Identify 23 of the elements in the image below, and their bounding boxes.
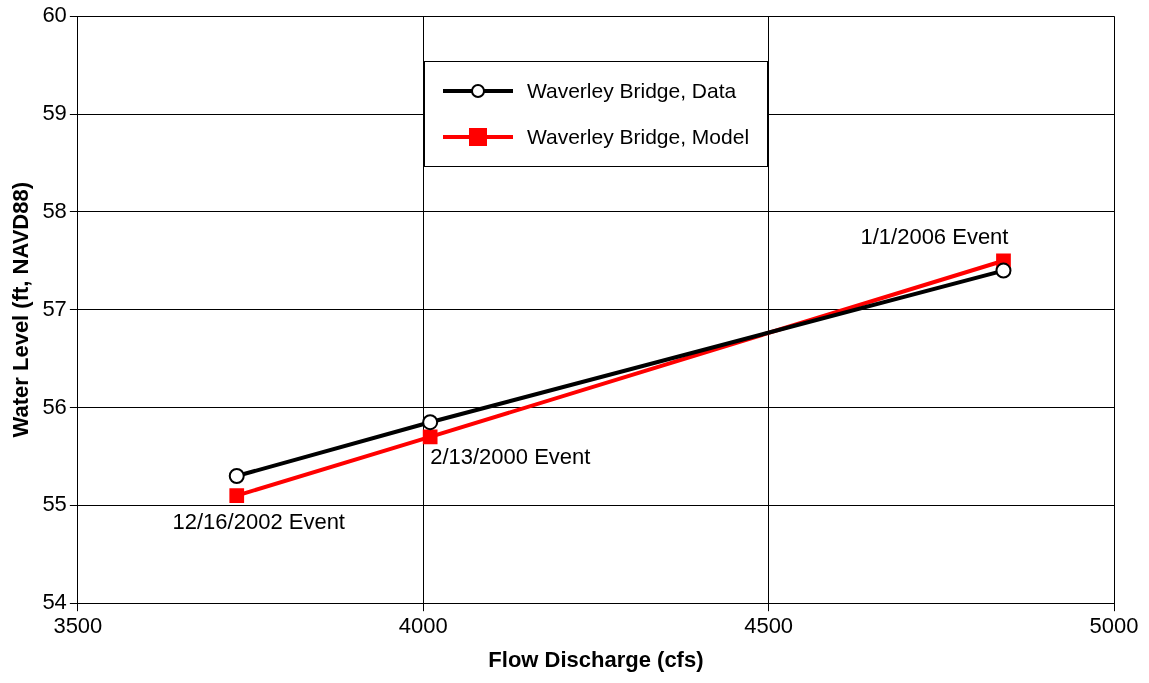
x-tick-label: 5000 xyxy=(1089,613,1139,639)
y-tick-label: 60 xyxy=(42,2,67,28)
y-tick-label: 55 xyxy=(42,491,67,517)
x-tick-label: 4000 xyxy=(398,613,448,639)
x-tick-label: 3500 xyxy=(53,613,103,639)
point xyxy=(228,468,245,485)
y-tick-label: 57 xyxy=(42,295,67,321)
y-axis-title: Water Level (ft, NAVD88) xyxy=(8,181,34,438)
x-axis-title: Flow Discharge (cfs) xyxy=(488,646,704,672)
y-tick-label: 58 xyxy=(42,197,67,223)
legend-label: Waverley Bridge, Data xyxy=(526,79,737,104)
y-tick-label: 56 xyxy=(42,393,67,419)
annotation: 12/16/2002 Event xyxy=(172,508,345,534)
y-tick-label: 54 xyxy=(42,589,67,615)
point xyxy=(229,488,245,503)
annotation: 1/1/2006 Event xyxy=(860,223,1009,249)
point xyxy=(422,414,439,431)
legend-label: Waverley Bridge, Model xyxy=(526,125,750,150)
y-tick-label: 59 xyxy=(42,100,67,126)
point xyxy=(995,262,1012,279)
annotation: 2/13/2000 Event xyxy=(430,443,591,469)
point xyxy=(422,429,438,445)
x-tick-label: 4500 xyxy=(744,613,794,639)
